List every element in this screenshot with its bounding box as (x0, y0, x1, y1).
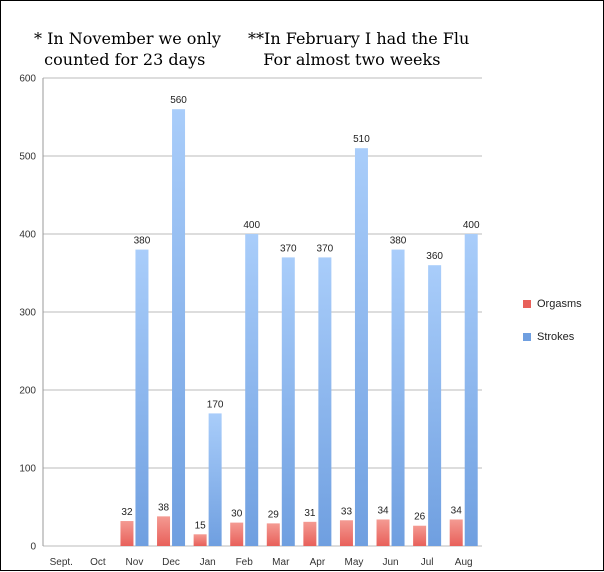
x-tick-label: Jul (421, 557, 434, 568)
bar-strokes (391, 249, 405, 546)
bar-orgasms (230, 522, 244, 546)
bar-orgasms (157, 516, 171, 546)
data-label: 34 (451, 505, 463, 516)
data-label: 360 (426, 251, 443, 262)
bar-strokes (172, 109, 186, 546)
data-label: 26 (414, 512, 426, 523)
data-label: 15 (195, 520, 207, 531)
data-label: 380 (134, 236, 151, 247)
data-label: 510 (353, 134, 370, 145)
data-label: 38 (158, 502, 170, 513)
y-tick-label: 100 (19, 464, 36, 475)
y-tick-label: 300 (19, 308, 36, 319)
y-tick-label: 400 (19, 230, 36, 241)
legend-item-strokes: Strokes (523, 329, 582, 345)
data-label: 380 (390, 236, 407, 247)
data-label: 34 (377, 505, 389, 516)
data-label: 400 (243, 220, 260, 231)
x-tick-label: Sept. (50, 557, 73, 568)
note-november: * In November we only counted for 23 day… (34, 29, 221, 69)
legend-label-strokes: Strokes (537, 331, 575, 343)
x-tick-label: Apr (310, 557, 326, 568)
bar-strokes (318, 257, 332, 546)
data-label: 370 (317, 243, 334, 254)
x-tick-label: Feb (236, 557, 254, 568)
bar-strokes (428, 265, 442, 546)
bar-orgasms (339, 520, 353, 546)
legend-swatch-orgasms (523, 300, 531, 308)
x-tick-label: Oct (90, 557, 106, 568)
x-tick-label: May (345, 557, 364, 568)
bar-orgasms (193, 534, 207, 546)
bar-strokes (281, 257, 295, 546)
y-tick-label: 0 (30, 542, 36, 553)
x-tick-label: Dec (162, 557, 180, 568)
bar-orgasms (120, 521, 134, 546)
data-label: 33 (341, 506, 353, 517)
data-label: 31 (304, 508, 316, 519)
legend: Orgasms Strokes (523, 296, 582, 362)
legend-swatch-strokes (523, 333, 531, 341)
data-label: 32 (121, 507, 133, 518)
bar-orgasms (266, 523, 280, 546)
x-tick-label: Nov (126, 557, 144, 568)
x-tick-label: Aug (455, 557, 473, 568)
data-label: 370 (280, 243, 297, 254)
data-label: 170 (207, 399, 224, 410)
x-tick-label: Jun (382, 557, 398, 568)
bar-orgasms (303, 521, 317, 546)
legend-label-orgasms: Orgasms (537, 298, 582, 310)
bar-strokes (208, 413, 222, 546)
y-tick-label: 500 (19, 152, 36, 163)
bar-strokes (464, 234, 478, 546)
data-label: 29 (268, 509, 280, 520)
data-label: 30 (231, 509, 243, 520)
y-tick-label: 200 (19, 386, 36, 397)
x-tick-label: Jan (200, 557, 216, 568)
x-tick-label: Mar (272, 557, 290, 568)
note-february: **In February I had the Flu For almost t… (248, 29, 470, 69)
bar-orgasms (376, 519, 390, 546)
data-label: 400 (463, 220, 480, 231)
bar-orgasms (413, 525, 427, 546)
bar-strokes (135, 249, 149, 546)
bar-orgasms (449, 519, 463, 546)
bar-strokes (245, 234, 259, 546)
legend-item-orgasms: Orgasms (523, 296, 582, 312)
bar-strokes (354, 148, 368, 546)
y-tick-label: 600 (19, 74, 36, 85)
data-label: 560 (170, 95, 187, 106)
